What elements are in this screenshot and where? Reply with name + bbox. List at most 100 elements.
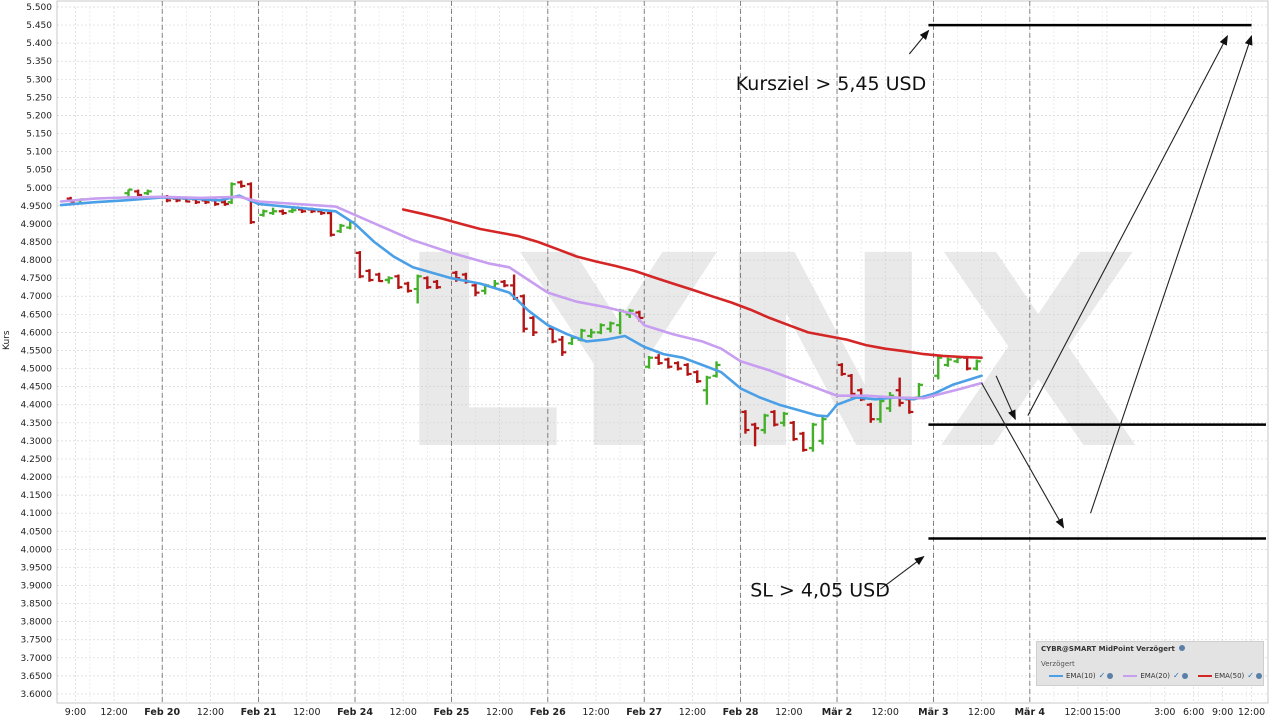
x-axis: 9:00 12:00 Feb 20 12:00 Feb 21 12:00 Feb 24 12:…	[65, 707, 1265, 718]
y-axis-label: Kurs	[2, 330, 12, 350]
legend-label-ema20: EMA(20)	[1140, 671, 1170, 680]
checkmark-icon[interactable]: ✓	[1172, 671, 1180, 680]
legend-entry-ema20[interactable]: EMA(20) ✓	[1123, 671, 1188, 680]
candle	[808, 422, 817, 452]
y-tick-label: 3.6500	[21, 672, 53, 682]
y-tick-label: 3.6000	[21, 690, 53, 700]
candle	[702, 375, 711, 405]
y-tick-label: 4.7500	[21, 274, 53, 284]
y-tick-label: 4.4000	[21, 401, 53, 411]
candle	[237, 180, 246, 188]
arrow	[995, 375, 1016, 421]
legend-subtitle: Verzögert	[1041, 660, 1075, 668]
x-tick-label: 12:00	[775, 707, 802, 718]
y-tick-label: 5.200	[26, 111, 52, 121]
x-tick-label: 15:00	[1093, 707, 1120, 718]
y-tick-label: 4.1500	[21, 491, 53, 501]
y-tick-label: 4.5000	[21, 365, 53, 375]
y-tick-label: 4.7000	[21, 292, 53, 302]
candle	[837, 363, 846, 376]
candle	[134, 189, 143, 197]
x-tick-label: 3:00	[1154, 707, 1175, 718]
candle	[227, 182, 236, 205]
legend: CYBR@SMART MidPoint Verzögert Verzögert …	[1036, 641, 1264, 686]
y-tick-label: 4.9500	[21, 202, 53, 212]
series-line-ema50	[401, 208, 983, 360]
candle	[404, 281, 413, 293]
plot-frame	[56, 0, 1269, 704]
x-tick-label: 12:00	[100, 707, 127, 718]
y-tick-label: 3.9000	[21, 581, 53, 591]
x-tick-label: 12:00	[486, 707, 513, 718]
y-tick-label: 5.050	[26, 166, 52, 176]
candle	[259, 209, 268, 217]
candle	[355, 251, 364, 279]
x-tick-label: Mär 4	[1015, 707, 1046, 718]
y-tick-label: 4.8500	[21, 238, 53, 248]
candle	[365, 269, 374, 282]
globe-icon[interactable]	[1107, 672, 1114, 679]
globe-icon[interactable]	[1179, 645, 1186, 651]
y-tick-label: 4.4500	[21, 383, 53, 393]
x-tick-label: 12:00	[390, 707, 417, 718]
candle	[288, 207, 297, 214]
candle	[471, 283, 480, 297]
legend-entry-ema10[interactable]: EMA(10) ✓	[1049, 671, 1114, 680]
legend-entry-ema50[interactable]: EMA(50) ✓	[1197, 671, 1262, 680]
candle	[847, 373, 856, 398]
globe-icon[interactable]	[1181, 672, 1188, 679]
x-tick-label: Mär 3	[918, 707, 948, 718]
candle	[519, 294, 528, 333]
checkmark-icon[interactable]: ✓	[1098, 671, 1106, 680]
watermark: LYNX	[395, 200, 1141, 508]
candle	[394, 274, 403, 290]
y-tick-label: 4.0500	[21, 527, 53, 537]
candle	[384, 276, 393, 284]
series-line-ema20	[59, 195, 983, 400]
candle	[432, 279, 441, 290]
y-tick-label: 5.150	[26, 130, 52, 140]
arrow	[981, 382, 1065, 529]
candle	[336, 223, 345, 233]
candle	[866, 402, 875, 423]
legend-swatch-ema20	[1123, 674, 1138, 677]
globe-icon[interactable]	[1255, 672, 1262, 679]
y-tick-label: 4.6500	[21, 310, 53, 320]
legend-swatch-ema50	[1197, 674, 1212, 677]
y-tick-label: 4.8000	[21, 256, 53, 266]
x-tick-label: 9:00	[65, 707, 86, 718]
candle	[789, 420, 798, 441]
y-tick-label: 3.7500	[21, 636, 53, 646]
candle	[751, 422, 760, 447]
candle	[529, 316, 538, 337]
x-tick-label: 12:00	[872, 707, 899, 718]
day-separators	[161, 1, 1031, 703]
price-levels	[928, 23, 1266, 540]
candle	[587, 328, 596, 338]
candle	[972, 359, 981, 371]
legend-entries: EMA(10) ✓ EMA(20) ✓ EMA(50) ✓	[1049, 671, 1272, 680]
y-tick-label: 4.3500	[21, 419, 53, 429]
x-tick-label: 12:00	[293, 707, 320, 718]
candle	[269, 207, 278, 215]
y-tick-label: 3.8000	[21, 618, 53, 628]
x-tick-label: 12:00	[1238, 707, 1265, 718]
arrows	[880, 29, 1253, 590]
y-tick-label: 5.500	[26, 3, 52, 13]
candle	[548, 326, 557, 344]
candle	[683, 363, 692, 376]
x-tick-label: Feb 20	[144, 707, 180, 718]
candle	[124, 188, 133, 197]
y-tick-label: 4.9000	[21, 220, 53, 230]
candle	[645, 355, 654, 369]
candle	[558, 336, 567, 356]
x-tick-label: Feb 27	[626, 707, 662, 718]
x-tick-label: Feb 26	[530, 707, 566, 718]
candle	[423, 276, 432, 290]
x-tick-label: 6:00	[1183, 707, 1204, 718]
candle	[606, 321, 615, 333]
x-tick-label: Feb 21	[241, 707, 277, 718]
checkmark-icon[interactable]: ✓	[1247, 671, 1254, 680]
arrow	[1090, 34, 1253, 514]
